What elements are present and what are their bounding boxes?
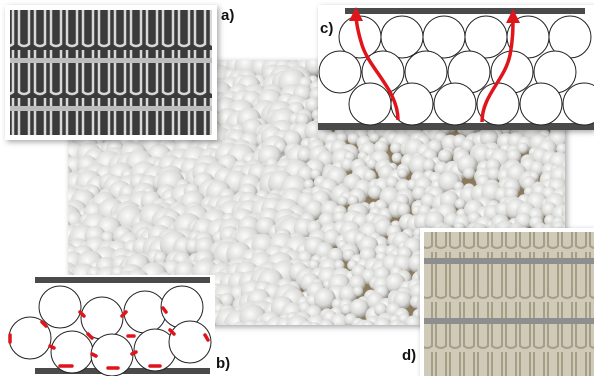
sphere: [566, 141, 578, 153]
figure: a) c) d) b): [0, 0, 594, 376]
sphere: [337, 196, 348, 207]
sphere: [563, 182, 582, 201]
panel-a: [5, 5, 217, 140]
label-c: c): [320, 20, 333, 37]
fold-photo: [424, 232, 594, 376]
contact: [163, 308, 166, 312]
sphere: [389, 319, 404, 334]
particle: [169, 321, 211, 363]
sphere: [463, 167, 475, 179]
sphere: [438, 149, 452, 163]
sphere: [332, 324, 342, 334]
plate: [10, 58, 212, 63]
particle: [319, 51, 361, 93]
sphere: [309, 322, 320, 333]
sphere: [405, 315, 422, 332]
plate: [10, 106, 212, 111]
contact: [92, 354, 96, 356]
sphere: [374, 317, 393, 336]
plate: [35, 277, 210, 283]
sphere: [286, 315, 310, 339]
label-d: d): [402, 347, 416, 364]
contact: [132, 352, 136, 354]
panel-b: [0, 275, 215, 376]
sphere: [567, 132, 580, 145]
particle: [39, 286, 81, 328]
particle: [520, 83, 562, 125]
sphere: [567, 155, 581, 169]
contact: [50, 346, 54, 348]
sphere: [318, 319, 335, 336]
fin-photo: [10, 10, 212, 135]
sphere: [565, 184, 576, 195]
particle: [124, 291, 166, 333]
particle: [349, 83, 391, 125]
panel-c: [318, 5, 594, 130]
sphere: [361, 320, 375, 334]
plate: [424, 318, 594, 324]
sphere: [353, 286, 364, 297]
particle: [434, 83, 476, 125]
sphere: [345, 328, 355, 338]
sphere: [394, 322, 410, 338]
label-b: b): [216, 355, 230, 372]
sphere: [392, 153, 403, 164]
sphere: [218, 323, 232, 337]
sphere: [563, 192, 581, 210]
sphere: [397, 168, 408, 179]
plate: [424, 258, 594, 264]
label-a: a): [221, 7, 234, 24]
plate: [345, 8, 585, 14]
panel-d: [420, 228, 594, 376]
